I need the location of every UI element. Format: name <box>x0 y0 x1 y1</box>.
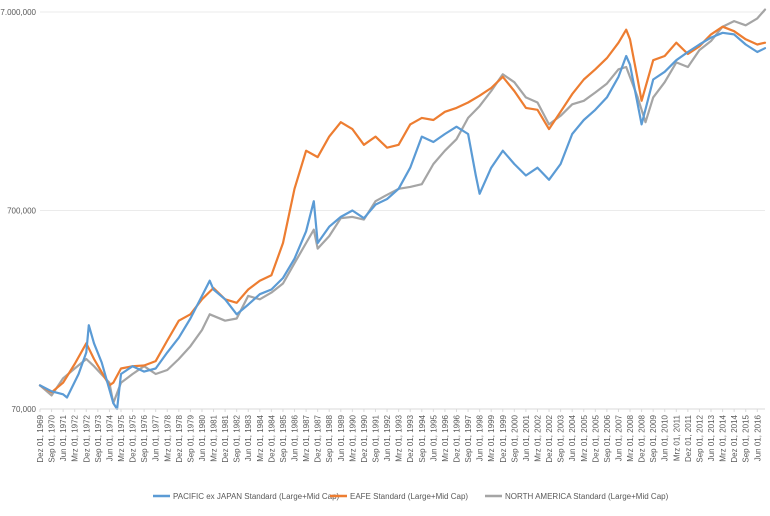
x-tick-label: Sep 01, 2012 <box>695 414 704 462</box>
x-tick-label: Mrz 01, 1990 <box>348 414 357 461</box>
x-tick-label: Mrz 01, 1984 <box>256 414 265 461</box>
x-tick-label: Sep 01, 1994 <box>418 414 427 462</box>
x-tick-label: Sep 01, 2006 <box>603 414 612 462</box>
series-line-north-america-standard-large-mid-cap <box>38 8 767 405</box>
x-tick-label: Mrz 01, 1999 <box>487 414 496 461</box>
x-tick-label: Sep 01, 2009 <box>649 414 658 462</box>
x-tick-label: Dez 01, 1999 <box>499 414 508 462</box>
x-tick-label: Jun 01, 2010 <box>661 414 670 461</box>
x-tick-label: Sep 01, 2003 <box>557 414 566 462</box>
x-axis-tick-labels: Dez 01, 1969 Sep 01, 1970 Jun 01, 1971 Mrz … <box>36 409 762 463</box>
x-tick-label: Mrz 01, 1996 <box>441 414 450 461</box>
x-tick-label: Mrz 01, 1981 <box>210 414 219 461</box>
y-tick-label: 70,000 <box>12 405 37 414</box>
x-tick-label: Sep 01, 1973 <box>94 414 103 462</box>
x-tick-label: Mrz 01, 2005 <box>580 414 589 461</box>
x-tick-label: Jun 01, 1986 <box>291 414 300 461</box>
x-tick-label: Dez 01, 1990 <box>360 414 369 462</box>
y-tick-label: 7.000,000 <box>0 8 36 17</box>
x-tick-label: Mrz 01, 1987 <box>302 414 311 461</box>
series-line-eafe-standard-large-mid-cap <box>38 25 767 394</box>
gridlines <box>40 11 765 211</box>
x-tick-label: Jun 01, 1998 <box>476 414 485 461</box>
x-tick-label: Jun 01, 2013 <box>707 414 716 461</box>
x-tick-label: Jun 01, 2007 <box>614 414 623 461</box>
x-tick-label: Jun 01, 2004 <box>568 414 577 461</box>
x-tick-label: Jun 01, 1974 <box>105 414 114 461</box>
x-tick-label: Sep 01, 1997 <box>464 414 473 462</box>
x-tick-label: Jun 01, 2016 <box>753 414 762 461</box>
x-tick-label: Dez 01, 1972 <box>82 414 91 462</box>
x-tick-label: Mrz 01, 2002 <box>533 414 542 461</box>
legend: PACIFIC ex JAPAN Standard (Large+Mid Cap… <box>153 492 669 501</box>
x-tick-label: Jun 01, 1971 <box>59 414 68 461</box>
x-tick-label: Mrz 01, 2008 <box>626 414 635 461</box>
x-tick-label: Dez 01, 1969 <box>36 414 45 462</box>
x-tick-label: Jun 01, 1989 <box>337 414 346 461</box>
x-tick-label: Mrz 01, 1972 <box>71 414 80 461</box>
legend-label-eafe-standard-large-mid-cap: EAFE Standard (Large+Mid Cap) <box>350 492 468 501</box>
x-tick-label: Mrz 01, 1975 <box>117 414 126 461</box>
x-tick-label: Mrz 01, 1978 <box>163 414 172 461</box>
x-tick-label: Sep 01, 1988 <box>325 414 334 462</box>
x-tick-label: Jun 01, 2001 <box>522 414 531 461</box>
series-line-pacific-ex-japan-standard-large-mid-cap <box>38 31 767 411</box>
x-tick-label: Dez 01, 1978 <box>175 414 184 462</box>
y-axis-tick-labels: 70,000 700,000 7.000,000 <box>0 8 36 414</box>
x-tick-label: Mrz 01, 1993 <box>395 414 404 461</box>
x-tick-label: Jun 01, 1977 <box>152 414 161 461</box>
x-tick-label: Sep 01, 1970 <box>48 414 57 462</box>
x-tick-label: Sep 01, 1985 <box>279 414 288 462</box>
x-tick-label: Dez 01, 1975 <box>129 414 138 462</box>
x-tick-label: Jun 01, 1992 <box>383 414 392 461</box>
x-tick-label: Mrz 01, 2011 <box>672 414 681 461</box>
x-tick-label: Dez 01, 1993 <box>406 414 415 462</box>
x-tick-label: Dez 01, 1987 <box>314 414 323 462</box>
x-tick-label: Dez 01, 2008 <box>638 414 647 462</box>
x-tick-label: Jun 01, 1995 <box>429 414 438 461</box>
x-tick-label: Dez 01, 2011 <box>684 414 693 462</box>
x-tick-label: Sep 01, 1979 <box>186 414 195 462</box>
x-tick-label: Sep 01, 1976 <box>140 414 149 462</box>
series-lines <box>38 8 767 411</box>
x-tick-label: Dez 01, 2002 <box>545 414 554 462</box>
x-tick-label: Sep 01, 1982 <box>233 414 242 462</box>
x-tick-label: Sep 01, 2015 <box>742 414 751 462</box>
x-tick-label: Mrz 01, 2014 <box>719 414 728 461</box>
x-tick-label: Sep 01, 1991 <box>372 414 381 462</box>
legend-label-pacific-ex-japan-standard-large-mid-cap: PACIFIC ex JAPAN Standard (Large+Mid Cap… <box>173 492 340 501</box>
x-tick-label: Dez 01, 1984 <box>267 414 276 462</box>
x-tick-label: Jun 01, 1983 <box>244 414 253 461</box>
legend-label-north-america-standard-large-mid-cap: NORTH AMERICA Standard (Large+Mid Cap) <box>505 492 669 501</box>
x-tick-label: Jun 01, 1980 <box>198 414 207 461</box>
x-tick-label: Sep 01, 2000 <box>510 414 519 462</box>
x-tick-label: Dez 01, 2005 <box>591 414 600 462</box>
x-tick-label: Dez 01, 2014 <box>730 414 739 462</box>
y-tick-label: 700,000 <box>7 207 36 216</box>
x-tick-label: Dez 01, 1981 <box>221 414 230 462</box>
x-tick-label: Dez 01, 1996 <box>452 414 461 462</box>
